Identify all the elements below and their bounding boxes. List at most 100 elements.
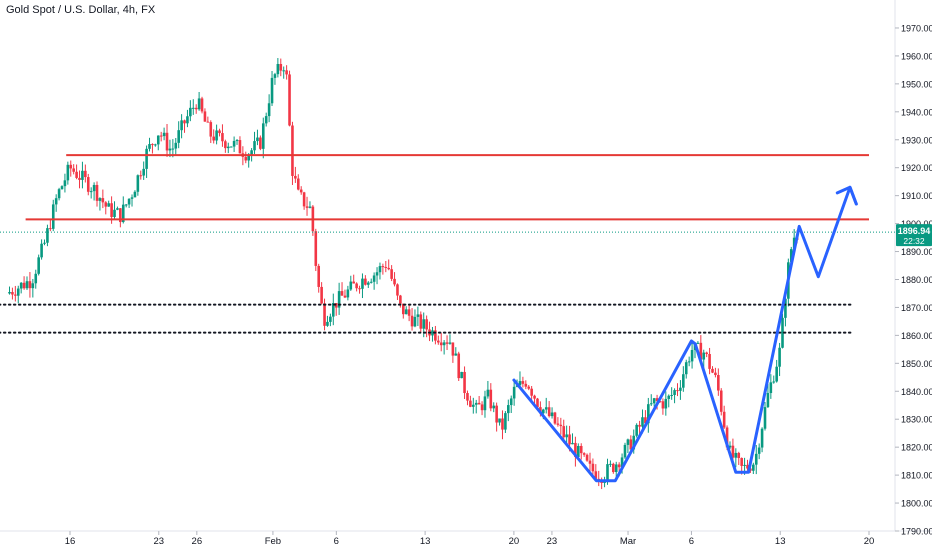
candle-body <box>512 386 516 399</box>
candle-body <box>463 371 466 394</box>
candle-body <box>151 144 154 146</box>
candle-body <box>189 107 192 117</box>
candle-body <box>437 340 440 343</box>
candle-body <box>305 206 309 208</box>
candle-body <box>22 282 26 289</box>
projection-path <box>512 185 858 483</box>
x-tick-label: 6 <box>334 536 339 547</box>
candle-body <box>256 137 259 142</box>
candle-body <box>203 111 207 122</box>
candle-body <box>8 292 11 294</box>
x-tick-label: 20 <box>864 536 875 547</box>
candle-body <box>562 426 566 438</box>
y-tick-label: 1850.00 <box>901 359 932 369</box>
candle-body <box>148 144 151 149</box>
candle-body <box>393 278 396 285</box>
candle-body <box>612 463 615 473</box>
candle-body <box>124 204 128 206</box>
candle-body <box>489 389 493 409</box>
candle-body <box>474 402 478 405</box>
candle-body <box>480 404 484 411</box>
candle-body <box>72 168 75 172</box>
current-price-label-box <box>896 224 932 247</box>
candle-body <box>89 191 93 193</box>
candle-body <box>66 164 70 181</box>
candle-body <box>244 156 248 161</box>
candle-body <box>664 398 668 409</box>
candle-body <box>460 371 463 379</box>
candle-body <box>722 411 726 428</box>
candle-body <box>527 386 531 389</box>
candle-body <box>571 442 574 445</box>
candle-body <box>84 170 87 178</box>
candle-body <box>267 103 271 117</box>
candle-body <box>609 463 612 465</box>
candle-body <box>317 265 321 287</box>
candle-body <box>154 144 157 146</box>
candle-body <box>778 347 781 367</box>
candle-body <box>294 175 297 179</box>
candle-body <box>212 136 215 141</box>
candle-body <box>384 266 388 268</box>
candle-body <box>113 209 116 217</box>
candle-body <box>445 342 449 344</box>
candle-body <box>215 130 218 141</box>
candle-body <box>346 289 350 298</box>
candle-body <box>40 243 43 258</box>
candle-body <box>259 137 262 149</box>
candle-body <box>349 281 353 290</box>
candle-body <box>302 192 306 207</box>
y-tick-label: 1820.00 <box>901 443 932 453</box>
candle-body <box>679 387 682 391</box>
candle-body <box>229 146 233 148</box>
candle-body <box>180 120 183 131</box>
candle-body <box>19 282 23 289</box>
candle-body <box>110 203 113 217</box>
candle-body <box>752 464 755 471</box>
candle-body <box>717 375 720 391</box>
candle-body <box>337 291 341 308</box>
candle-body <box>568 434 571 445</box>
candle-body <box>530 388 533 396</box>
candle-body <box>553 412 557 424</box>
candle-body <box>509 398 513 406</box>
candle-body <box>95 184 99 201</box>
candle-body <box>670 394 673 396</box>
candle-body <box>218 130 221 134</box>
x-tick-label: 23 <box>547 536 558 547</box>
y-tick-label: 1790.00 <box>901 527 932 537</box>
candle-body <box>130 197 134 199</box>
y-tick-label: 1940.00 <box>901 107 932 117</box>
candle-body <box>209 122 213 137</box>
candle-body <box>390 269 393 279</box>
candle-body <box>457 353 461 379</box>
candle-body <box>253 141 256 151</box>
candle-body <box>139 175 143 177</box>
candle-body <box>486 389 490 397</box>
candle-body <box>632 435 636 450</box>
candle-body <box>711 368 714 373</box>
candle-body <box>276 63 280 75</box>
candle-body <box>250 150 253 156</box>
candle-body <box>498 418 501 423</box>
candle-body <box>547 407 551 417</box>
candle-body <box>617 464 621 468</box>
candle-body <box>757 447 761 454</box>
candle-body <box>763 407 767 429</box>
candle-body <box>667 395 671 399</box>
candle-body <box>413 316 417 327</box>
candle-body <box>728 445 732 448</box>
candle-body <box>687 361 691 363</box>
candle-body <box>416 314 420 317</box>
candle-body <box>719 390 723 412</box>
candle-body <box>81 170 84 180</box>
candle-body <box>43 242 46 244</box>
candle-body <box>136 175 140 192</box>
candle-body <box>477 402 481 405</box>
candle-body <box>326 321 329 326</box>
candle-body <box>299 189 303 193</box>
candle-body <box>54 198 58 205</box>
candle-body <box>401 303 405 315</box>
